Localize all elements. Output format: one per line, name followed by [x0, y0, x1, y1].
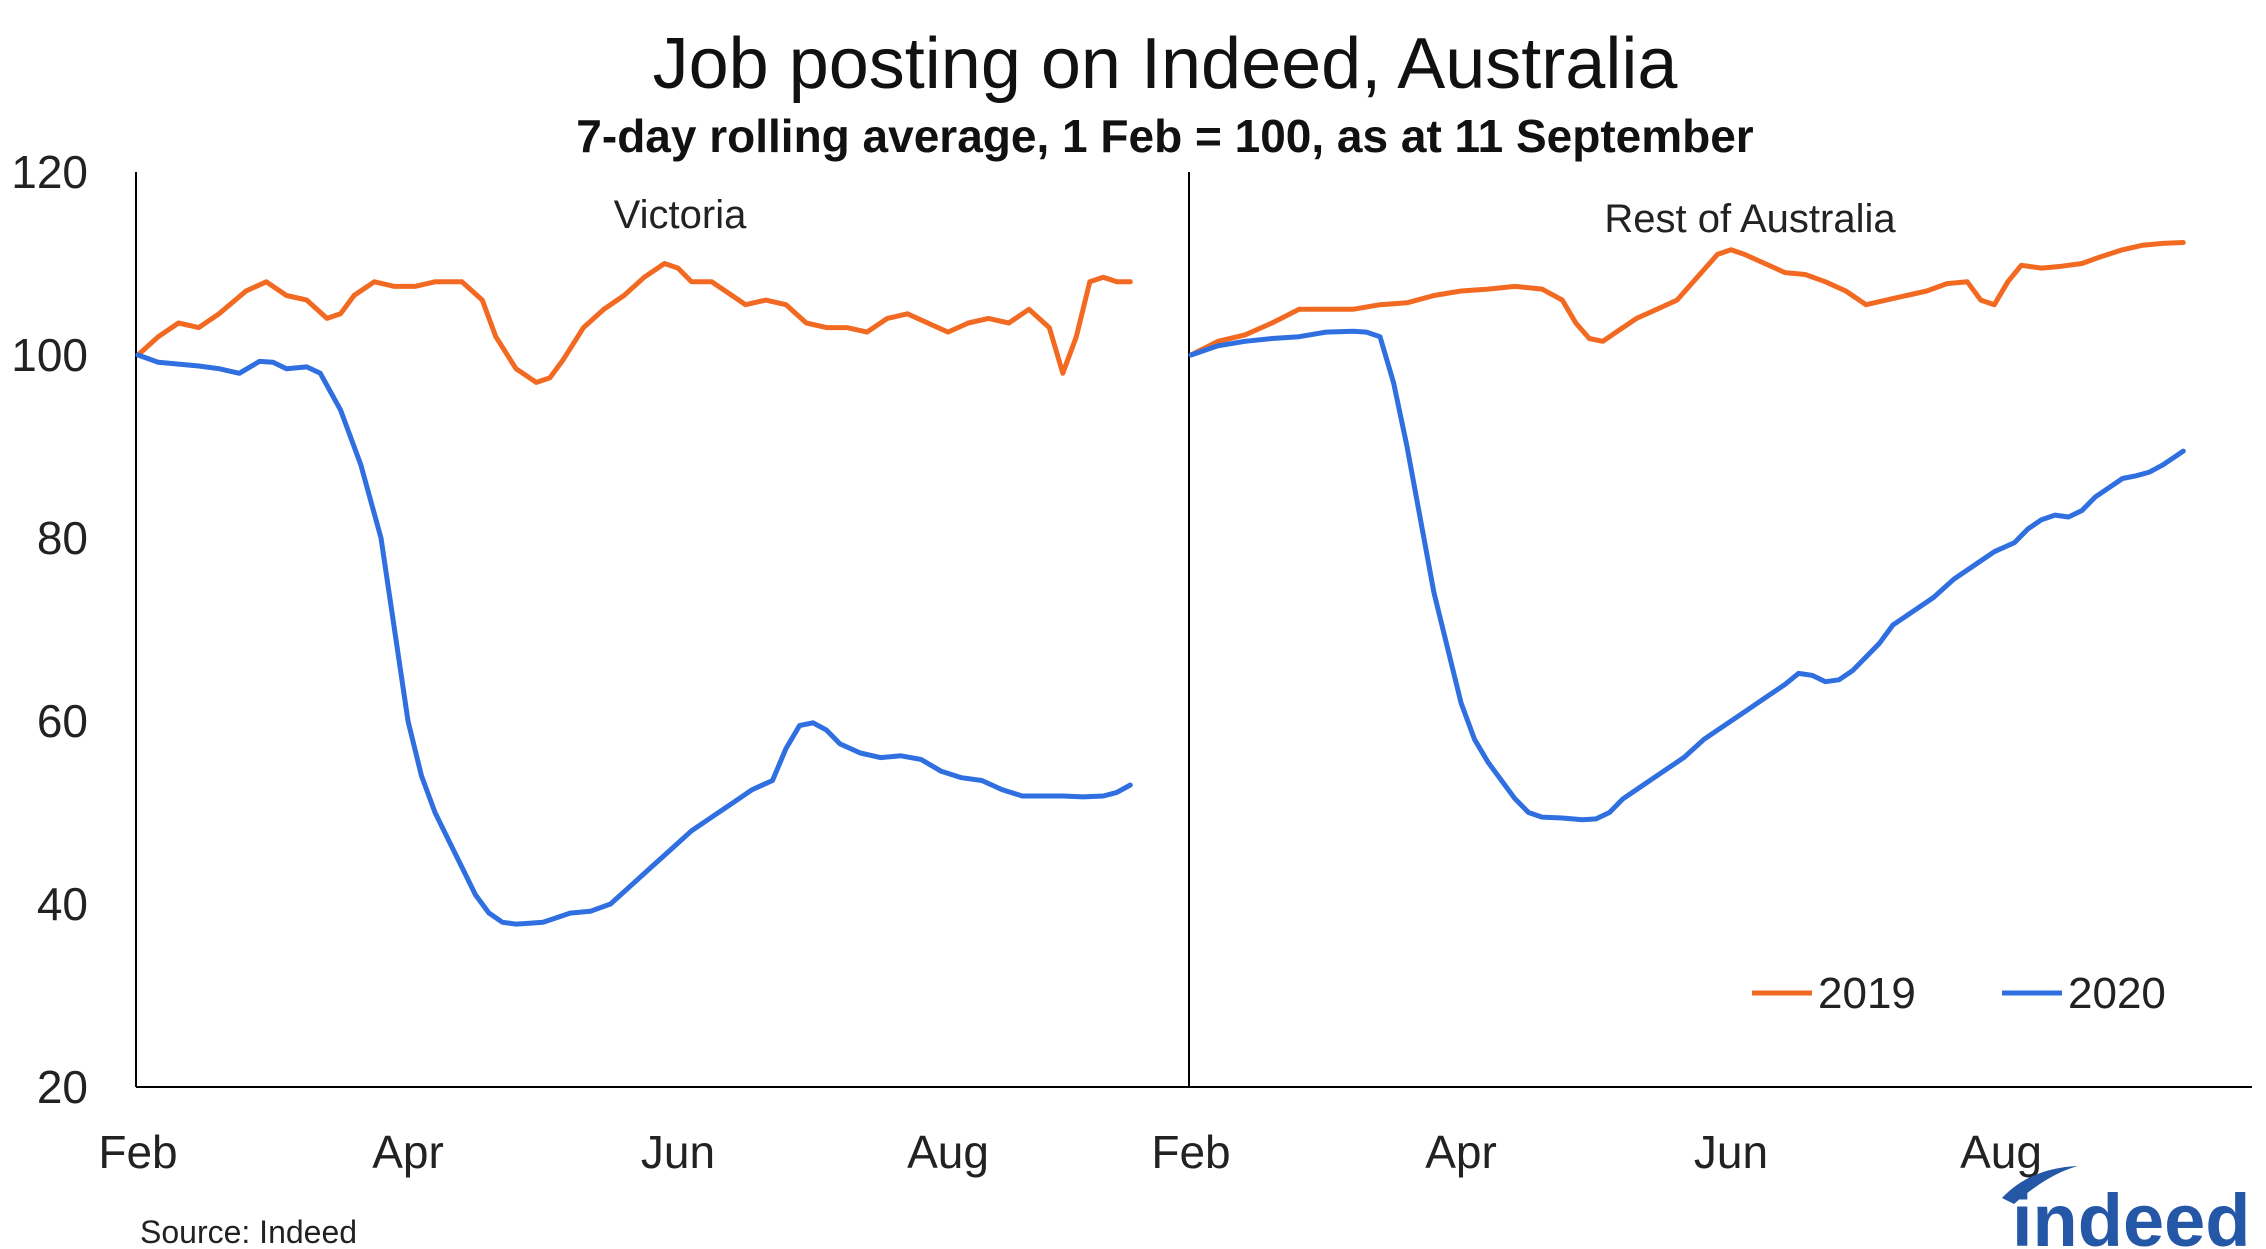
x-tick-label: Jun [1694, 1126, 1768, 1178]
x-axis-ticks: Feb Apr Jun Aug Feb Apr Jun Aug [98, 1126, 2042, 1178]
source-note: Source: Indeed [140, 1214, 357, 1249]
x-tick-label: Aug [1960, 1126, 2042, 1178]
legend: 2019 2020 [1752, 969, 2166, 1018]
y-tick-label: 40 [37, 878, 88, 930]
y-tick-label: 80 [37, 512, 88, 564]
series-line-victoria-2019 [135, 261, 1133, 385]
y-tick-label: 20 [37, 1061, 88, 1113]
x-tick-label: Apr [372, 1126, 444, 1178]
x-tick-label: Apr [1425, 1126, 1497, 1178]
x-tick-label: Jun [641, 1126, 715, 1178]
y-tick-label: 60 [37, 695, 88, 747]
indeed-logo-text: indeed [2012, 1179, 2250, 1249]
y-tick-label: 120 [11, 146, 88, 198]
panel-title-rest-of-australia: Rest of Australia [1604, 197, 1896, 241]
chart-title: Job posting on Indeed, Australia [653, 24, 1679, 104]
series-line-victoria-2020 [135, 352, 1133, 927]
series-line-rest-of-australia-2019 [1188, 240, 2186, 358]
y-tick-label: 100 [11, 329, 88, 381]
y-axis-ticks: 20 40 60 80 100 120 [11, 146, 88, 1113]
series-line-rest-of-australia-2020 [1188, 328, 2186, 823]
indeed-logo-swoosh-icon [2002, 1166, 2078, 1204]
panel-title-victoria: Victoria [614, 193, 747, 237]
x-tick-label: Feb [98, 1126, 177, 1178]
legend-label-2020: 2020 [2068, 969, 2166, 1018]
indeed-logo: indeed [2002, 1166, 2250, 1249]
x-tick-label: Feb [1151, 1126, 1230, 1178]
legend-label-2019: 2019 [1818, 969, 1916, 1018]
chart-subtitle: 7-day rolling average, 1 Feb = 100, as a… [576, 110, 1754, 162]
series-lines [135, 240, 2186, 927]
x-tick-label: Aug [907, 1126, 989, 1178]
